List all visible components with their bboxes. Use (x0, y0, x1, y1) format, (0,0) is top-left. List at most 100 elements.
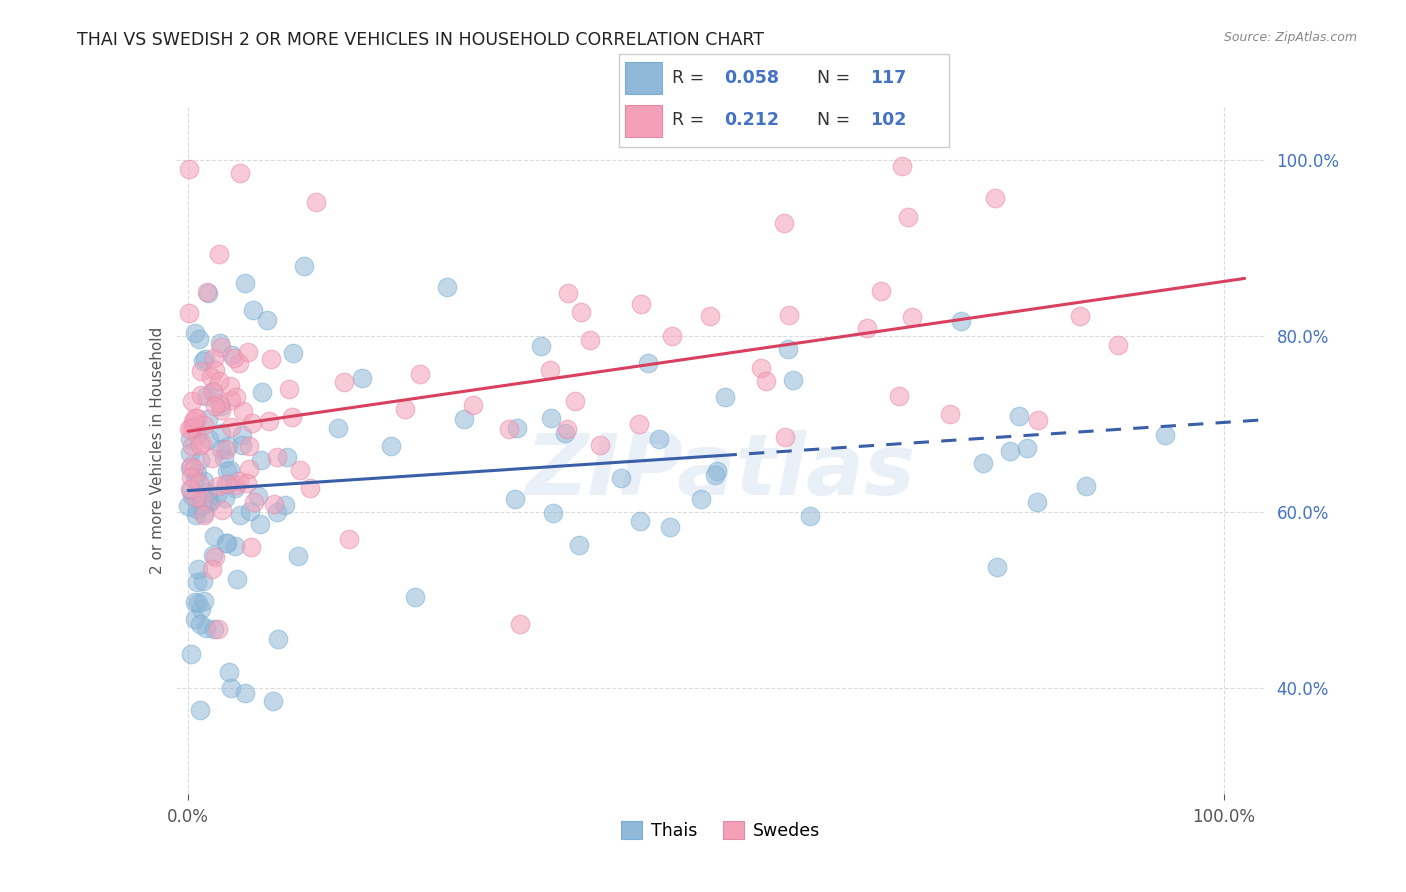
Point (181, 420, 204, 434)
Point (202, 351, 225, 366)
Point (201, 451, 224, 466)
Point (224, 481, 246, 495)
Point (202, 529, 225, 543)
Point (564, 393, 586, 408)
Point (188, 475, 211, 490)
Point (498, 422, 520, 436)
Point (778, 308, 800, 322)
Point (209, 425, 232, 440)
Point (208, 247, 231, 261)
Point (772, 216, 794, 230)
Point (509, 616, 531, 631)
Point (177, 500, 200, 514)
Point (219, 681, 242, 696)
Point (202, 384, 225, 398)
Text: THAI VS SWEDISH 2 OR MORE VEHICLES IN HOUSEHOLD CORRELATION CHART: THAI VS SWEDISH 2 OR MORE VEHICLES IN HO… (77, 31, 765, 49)
Point (557, 422, 579, 436)
Point (235, 276, 257, 290)
Point (661, 329, 683, 343)
Point (194, 351, 217, 366)
Point (217, 439, 239, 453)
Point (209, 403, 232, 417)
Point (690, 491, 713, 506)
Point (195, 485, 218, 500)
Point (197, 412, 219, 426)
Point (187, 562, 209, 576)
Point (332, 375, 354, 389)
Point (207, 488, 229, 502)
Point (193, 506, 215, 520)
Text: R =: R = (672, 70, 709, 87)
FancyBboxPatch shape (619, 54, 949, 147)
Point (195, 285, 218, 299)
FancyBboxPatch shape (626, 62, 662, 94)
Point (350, 371, 373, 385)
Point (530, 339, 553, 353)
Point (267, 632, 290, 646)
Point (1008, 409, 1031, 424)
Point (901, 310, 924, 325)
Point (554, 425, 576, 440)
Point (972, 456, 994, 470)
Point (208, 374, 231, 388)
Text: N =: N = (817, 70, 856, 87)
Text: N =: N = (817, 111, 856, 128)
Point (219, 379, 242, 393)
Point (188, 453, 211, 467)
Point (627, 417, 650, 432)
Point (193, 417, 215, 432)
Point (1026, 412, 1049, 426)
Point (181, 439, 204, 453)
Point (180, 489, 202, 503)
Point (186, 427, 208, 442)
Point (703, 467, 725, 482)
Point (262, 694, 284, 708)
Point (193, 594, 215, 608)
Point (242, 303, 264, 318)
Point (238, 438, 260, 452)
Point (204, 549, 226, 564)
Point (225, 390, 247, 404)
Point (609, 471, 631, 485)
Point (212, 450, 235, 465)
Point (209, 399, 232, 413)
FancyBboxPatch shape (626, 105, 662, 136)
Point (188, 438, 211, 452)
Point (648, 432, 671, 446)
Point (184, 612, 207, 626)
Point (221, 348, 243, 362)
Point (232, 404, 254, 418)
Text: 0.212: 0.212 (724, 111, 779, 128)
Point (938, 408, 960, 422)
Point (986, 560, 1008, 574)
Point (713, 390, 735, 404)
Point (897, 210, 920, 224)
Point (231, 428, 253, 442)
Point (202, 548, 225, 562)
Point (538, 362, 561, 376)
Point (778, 342, 800, 356)
Point (191, 353, 214, 368)
Point (181, 414, 204, 428)
Point (281, 409, 304, 424)
Point (240, 541, 263, 555)
Point (249, 453, 271, 467)
Point (183, 461, 205, 475)
Point (207, 479, 229, 493)
Point (208, 396, 231, 410)
Point (292, 259, 315, 273)
Point (218, 463, 240, 477)
Point (249, 516, 271, 531)
Point (183, 471, 205, 485)
Point (224, 539, 246, 553)
Point (247, 489, 270, 503)
Point (197, 285, 219, 300)
Point (186, 411, 208, 425)
Point (1026, 494, 1049, 508)
Point (228, 475, 250, 489)
Point (998, 443, 1021, 458)
Point (214, 491, 236, 506)
Point (180, 483, 202, 497)
Point (190, 491, 212, 505)
Point (193, 508, 215, 523)
